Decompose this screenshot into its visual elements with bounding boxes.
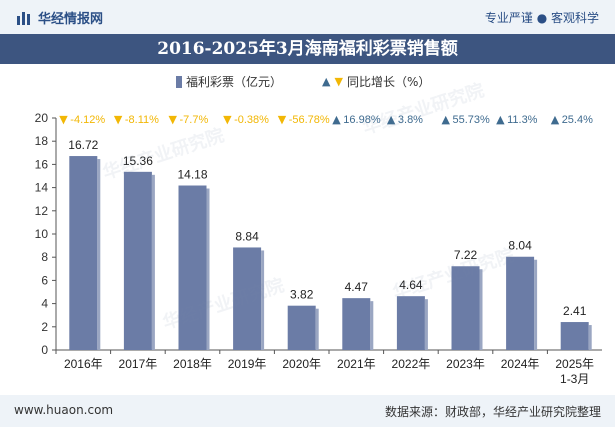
x-tick-label: 2021年 bbox=[337, 357, 376, 371]
bar bbox=[123, 171, 152, 350]
x-tick-label: 2017年 bbox=[119, 357, 158, 371]
bar bbox=[342, 298, 371, 350]
bar bbox=[506, 256, 535, 350]
x-tick-label: 2025年 bbox=[555, 357, 594, 371]
brand-name: 华经情报网 bbox=[38, 12, 104, 27]
x-tick-label: 2016年 bbox=[64, 357, 103, 371]
legend-triangle-down-icon: ▼ bbox=[334, 75, 343, 88]
legend-label-growth: 同比增长（%） bbox=[346, 75, 431, 89]
data-label: 2.41 bbox=[563, 304, 587, 318]
x-tick-label: 2022年 bbox=[392, 357, 431, 371]
legend-item-growth: ▲ ▼ 同比增长（%） bbox=[322, 73, 430, 90]
growth-down-icon: ▼ bbox=[114, 113, 123, 126]
legend: 福利彩票（亿元） ▲ ▼ 同比增长（%） bbox=[0, 71, 615, 91]
data-label: 4.64 bbox=[399, 278, 423, 292]
growth-down-icon: ▼ bbox=[169, 113, 178, 126]
x-tick-label: 2024年 bbox=[501, 357, 540, 371]
x-tick-label: 2018年 bbox=[173, 357, 212, 371]
data-label: 7.22 bbox=[454, 248, 478, 262]
y-tick-label: 2 bbox=[41, 320, 48, 334]
bar-shadow bbox=[479, 269, 483, 350]
growth-down-icon: ▼ bbox=[223, 113, 232, 126]
bar-shadow bbox=[424, 299, 428, 350]
brand: 华经情报网 bbox=[16, 8, 103, 27]
bar-shadow bbox=[588, 325, 592, 350]
data-label: 3.82 bbox=[290, 288, 314, 302]
y-tick-label: 18 bbox=[35, 134, 49, 148]
bar bbox=[451, 266, 480, 350]
bar bbox=[233, 247, 262, 350]
x-tick-label: 1-3月 bbox=[560, 372, 589, 386]
growth-label: -0.38% bbox=[234, 114, 269, 126]
y-tick-label: 6 bbox=[41, 273, 48, 287]
chart-title: 2016-2025年3月海南福利彩票销售额 bbox=[157, 39, 458, 59]
footer-site: www.huaon.com bbox=[14, 403, 114, 417]
x-tick-label: 2020年 bbox=[282, 357, 321, 371]
bar-shadow bbox=[151, 174, 155, 350]
bar-shadow bbox=[97, 159, 101, 350]
bar-shadow bbox=[370, 301, 374, 350]
bar bbox=[396, 296, 425, 350]
y-tick-label: 10 bbox=[35, 227, 49, 241]
data-label: 8.04 bbox=[508, 239, 532, 253]
top-bar: 华经情报网 专业严谨 ● 客观科学 bbox=[0, 0, 615, 34]
y-tick-label: 16 bbox=[35, 157, 49, 171]
data-label: 8.84 bbox=[235, 229, 259, 243]
data-label: 14.18 bbox=[177, 168, 207, 182]
growth-label: -7.7% bbox=[180, 114, 209, 126]
brand-tagline: 专业严谨 ● 客观科学 bbox=[484, 11, 599, 25]
legend-item-sales: 福利彩票（亿元） bbox=[176, 73, 282, 90]
growth-up-icon: ▲ bbox=[387, 113, 396, 126]
y-tick-label: 12 bbox=[35, 204, 49, 218]
x-tick-label: 2023年 bbox=[446, 357, 485, 371]
y-tick-label: 0 bbox=[41, 343, 48, 357]
bar bbox=[178, 185, 207, 350]
growth-label: 3.8% bbox=[398, 114, 423, 126]
bar-shadow bbox=[261, 250, 265, 350]
legend-triangle-up-icon: ▲ bbox=[322, 75, 331, 88]
growth-label: -4.12% bbox=[70, 114, 105, 126]
bar-shadow bbox=[315, 308, 319, 350]
growth-up-icon: ▲ bbox=[496, 113, 505, 126]
data-label: 16.72 bbox=[68, 138, 98, 152]
growth-down-icon: ▼ bbox=[59, 113, 68, 126]
legend-swatch-bar bbox=[176, 75, 182, 88]
growth-up-icon: ▲ bbox=[442, 113, 451, 126]
growth-label: 11.3% bbox=[507, 114, 538, 126]
footer-bar: www.huaon.com 数据来源：财政部，华经产业研究院整理 bbox=[0, 395, 615, 427]
bar-shadow bbox=[206, 188, 210, 350]
footer-source: 数据来源：财政部，华经产业研究院整理 bbox=[384, 405, 601, 419]
x-tick-label: 2019年 bbox=[228, 357, 267, 371]
bar bbox=[69, 156, 98, 350]
data-label: 4.47 bbox=[345, 280, 369, 294]
growth-label: 25.4% bbox=[562, 114, 593, 126]
y-tick-label: 4 bbox=[41, 297, 48, 311]
growth-down-icon: ▼ bbox=[278, 113, 287, 126]
growth-up-icon: ▲ bbox=[551, 113, 560, 126]
growth-label: -56.78% bbox=[289, 114, 330, 126]
legend-label-sales: 福利彩票（亿元） bbox=[186, 75, 283, 89]
bar bbox=[560, 322, 589, 350]
title-bar: 2016-2025年3月海南福利彩票销售额 bbox=[0, 34, 615, 64]
bar-shadow bbox=[534, 259, 538, 350]
growth-label: 55.73% bbox=[453, 114, 491, 126]
y-tick-label: 14 bbox=[35, 181, 49, 195]
growth-label: 16.98% bbox=[343, 114, 381, 126]
y-tick-label: 20 bbox=[35, 111, 49, 125]
growth-up-icon: ▲ bbox=[332, 113, 341, 126]
bar bbox=[287, 305, 316, 350]
data-label: 15.36 bbox=[123, 154, 153, 168]
growth-label: -8.11% bbox=[125, 114, 159, 126]
brand-logo-icon bbox=[17, 11, 30, 25]
y-tick-label: 8 bbox=[41, 250, 48, 264]
